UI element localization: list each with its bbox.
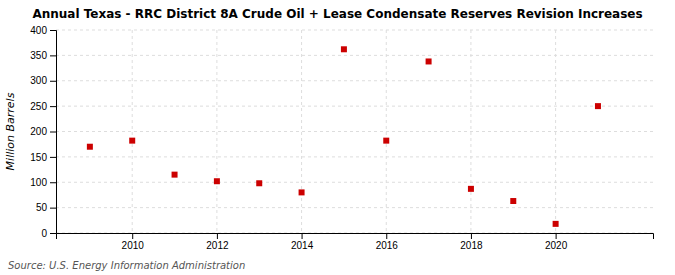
x-tick: 2012: [206, 233, 229, 251]
y-tick-label: 400: [30, 25, 47, 36]
x-grid-line: [470, 30, 471, 233]
y-grid-line: [56, 207, 653, 208]
y-axis-title: Million Barrels: [4, 92, 17, 170]
x-axis: 2010 2012 2014 2016 2018 2020: [57, 233, 654, 251]
x-tick-mark: [556, 233, 557, 239]
y-tick: 150: [30, 152, 56, 163]
y-tick: 200: [30, 126, 56, 137]
y-tick-label: 100: [30, 177, 47, 188]
x-grid-line: [132, 30, 133, 233]
point: [299, 189, 305, 195]
y-tick-mark: [50, 157, 56, 158]
y-tick: 100: [30, 177, 56, 188]
y-tick-label: 200: [30, 126, 47, 137]
points: [87, 46, 601, 227]
y-tick-label: 350: [30, 50, 47, 61]
y-grid-line: [56, 80, 653, 81]
y-tick: 400: [30, 25, 56, 36]
y-tick-mark: [50, 106, 56, 107]
point: [87, 144, 93, 150]
x-grid-line: [216, 30, 217, 233]
y-axis-line: [50, 31, 57, 234]
x-tick: 2010: [122, 233, 145, 251]
y-axis: 0 50 100 150 200 250 300 350 400: [30, 25, 56, 239]
y-grid-line: [56, 156, 653, 157]
x-tick: 2014: [291, 233, 314, 251]
point: [341, 46, 347, 52]
y-grid-line: [56, 30, 653, 31]
x-tick-mark: [132, 233, 133, 239]
y-tick-mark: [50, 208, 56, 209]
y-tick: 300: [30, 75, 56, 86]
x-tick-mark: [217, 233, 218, 239]
x-tick-label: 2014: [291, 240, 314, 251]
x-axis-line: [57, 234, 654, 240]
x-tick-label: 2012: [206, 240, 229, 251]
y-tick-mark: [50, 30, 56, 31]
y-tick-label: 0: [41, 228, 47, 239]
y-tick: 350: [30, 50, 56, 61]
y-tick-label: 150: [30, 152, 47, 163]
source-note: Source: U.S. Energy Information Administ…: [8, 260, 245, 271]
x-tick-label: 2020: [545, 240, 568, 251]
x-tick-label: 2010: [122, 240, 145, 251]
x-grid-line: [555, 30, 556, 233]
y-tick-mark: [50, 233, 56, 234]
point: [214, 178, 220, 184]
point: [426, 58, 432, 64]
y-tick-label: 250: [30, 101, 47, 112]
y-tick: 250: [30, 101, 56, 112]
grid: [56, 30, 653, 233]
point: [383, 138, 389, 144]
y-tick: 0: [41, 228, 56, 239]
y-tick-label: 300: [30, 75, 47, 86]
x-tick-label: 2018: [460, 240, 483, 251]
x-grid-line: [301, 30, 302, 233]
point: [595, 103, 601, 109]
plot-area: 2010 2012 2014 2016 2018 2020 0 50 100 150 200 250 3…: [30, 25, 653, 251]
x-tick-label: 2016: [376, 240, 399, 251]
x-tick: 2016: [376, 233, 399, 251]
chart: 2010 2012 2014 2016 2018 2020 0 50 100 150 200 250 3…: [0, 0, 675, 275]
x-tick: 2020: [545, 233, 568, 251]
y-grid-line: [56, 55, 653, 56]
y-grid-line: [56, 182, 653, 183]
y-tick-mark: [50, 55, 56, 56]
y-tick: 50: [36, 202, 56, 213]
y-grid-line: [56, 131, 653, 132]
y-tick-mark: [50, 132, 56, 133]
point: [172, 172, 178, 178]
x-grid-line: [386, 30, 387, 233]
x-tick-mark: [471, 233, 472, 239]
y-grid-line: [56, 106, 653, 107]
y-tick-label: 50: [36, 202, 48, 213]
title: Annual Texas - RRC District 8A Crude Oil…: [32, 7, 642, 21]
point: [129, 138, 135, 144]
point: [468, 186, 474, 192]
point: [256, 180, 262, 186]
x-tick-mark: [302, 233, 303, 239]
y-tick-mark: [50, 182, 56, 183]
x-tick: 2018: [460, 233, 483, 251]
point: [553, 221, 559, 227]
point: [510, 198, 516, 204]
y-tick-mark: [50, 81, 56, 82]
x-tick-mark: [386, 233, 387, 239]
